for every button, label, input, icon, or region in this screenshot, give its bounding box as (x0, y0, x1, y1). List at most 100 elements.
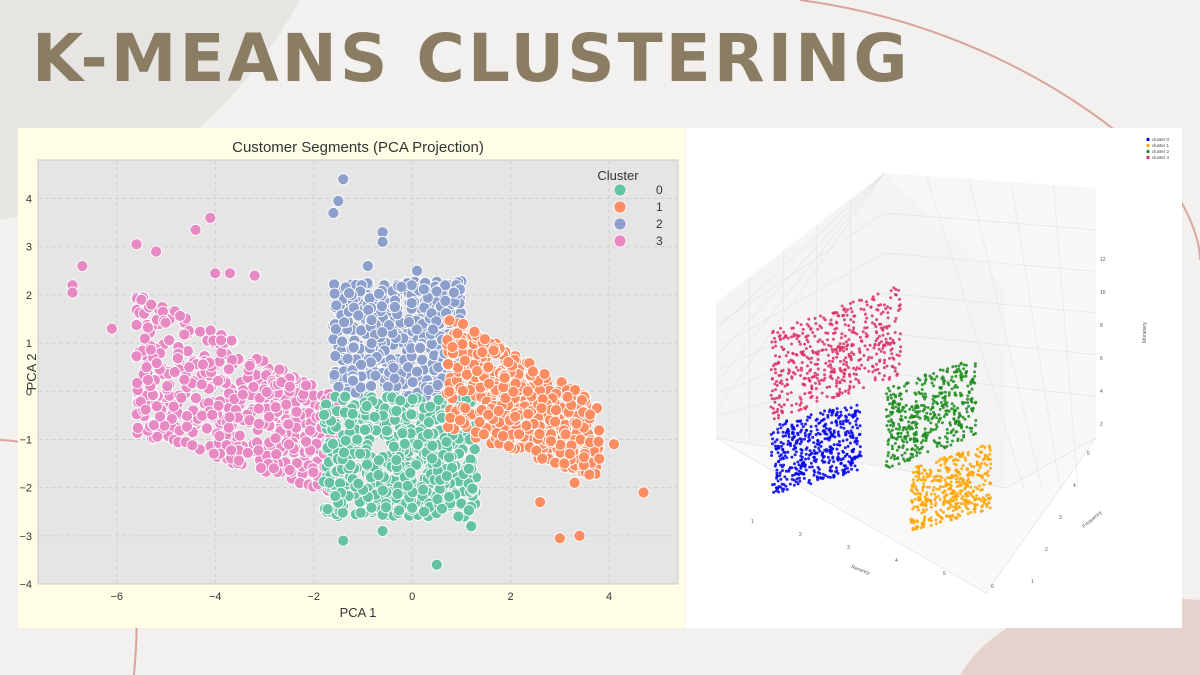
data-point (899, 414, 903, 418)
data-point (848, 384, 852, 388)
data-point (897, 422, 901, 426)
data-point (816, 465, 820, 469)
data-point (784, 354, 788, 358)
data-point (903, 451, 907, 455)
data-point (816, 367, 820, 371)
data-point (887, 324, 891, 328)
data-point (865, 326, 869, 330)
data-point (522, 407, 535, 420)
data-point (836, 376, 840, 380)
data-point (782, 347, 786, 351)
data-point (884, 463, 888, 467)
data-point (799, 466, 803, 470)
data-point (911, 478, 915, 482)
data-point (877, 371, 881, 375)
data-point (852, 352, 856, 356)
data-point (307, 466, 320, 479)
data-point (354, 506, 367, 519)
data-point (534, 496, 547, 509)
series-cluster-3 (769, 286, 903, 421)
data-point (925, 508, 929, 512)
data-point (365, 379, 378, 393)
data-point (979, 488, 982, 492)
data-point (780, 410, 784, 413)
data-point (883, 351, 886, 354)
data-point (958, 489, 962, 493)
data-point (387, 361, 400, 374)
data-point (859, 339, 863, 343)
data-point (914, 423, 918, 427)
y-tick-label: 2 (26, 290, 32, 302)
data-point (960, 438, 964, 442)
data-point (269, 432, 282, 445)
data-point (965, 501, 969, 505)
data-point (966, 490, 970, 494)
data-point (151, 430, 164, 443)
data-point (818, 421, 822, 425)
data-point (921, 500, 925, 504)
data-point (874, 325, 878, 329)
data-point (805, 405, 809, 409)
data-point (803, 392, 807, 396)
data-point (882, 325, 886, 329)
data-point (967, 471, 971, 475)
data-point (988, 448, 992, 452)
data-point (805, 446, 809, 450)
series-cluster-0 (769, 403, 863, 494)
legend-marker (613, 200, 627, 214)
data-point (222, 363, 235, 376)
data-point (840, 304, 844, 308)
data-point (422, 427, 435, 441)
data-point (838, 342, 842, 346)
data-point (838, 443, 841, 447)
data-point (932, 439, 936, 443)
data-point (781, 434, 785, 438)
data-point (885, 326, 889, 330)
data-point (803, 406, 807, 410)
data-point (568, 476, 581, 489)
y-tick-label: 0 (26, 386, 32, 398)
data-point (956, 494, 960, 498)
data-point (804, 468, 808, 472)
data-point (775, 396, 779, 400)
data-point (830, 347, 834, 351)
data-point (471, 365, 484, 378)
data-point (161, 380, 174, 393)
data-point (849, 318, 853, 322)
data-point (855, 332, 859, 336)
data-point (848, 441, 852, 445)
data-point (832, 337, 835, 341)
data-point (808, 438, 812, 442)
data-point (787, 435, 791, 439)
data-point (854, 423, 858, 427)
data-point (955, 385, 959, 389)
data-point (222, 421, 235, 434)
data-point (892, 384, 896, 388)
data-point (982, 501, 986, 505)
data-point (932, 372, 936, 375)
data-point (925, 411, 929, 415)
data-point (929, 427, 933, 431)
data-point (905, 381, 909, 385)
data-point (833, 311, 837, 314)
data-point (829, 322, 833, 326)
data-point (482, 408, 495, 421)
legend-marker (613, 234, 627, 248)
data-point (829, 318, 833, 322)
data-point (417, 483, 430, 496)
data-point (889, 296, 893, 300)
data-point (780, 482, 784, 486)
data-point (847, 388, 851, 392)
data-point (933, 504, 937, 507)
data-point (810, 465, 814, 469)
data-point (451, 327, 464, 340)
data-point (908, 458, 912, 462)
data-point (917, 448, 921, 451)
data-point (138, 332, 151, 345)
data-point (889, 456, 893, 460)
data-point (951, 489, 955, 493)
data-point (443, 451, 456, 464)
data-point (332, 194, 345, 208)
